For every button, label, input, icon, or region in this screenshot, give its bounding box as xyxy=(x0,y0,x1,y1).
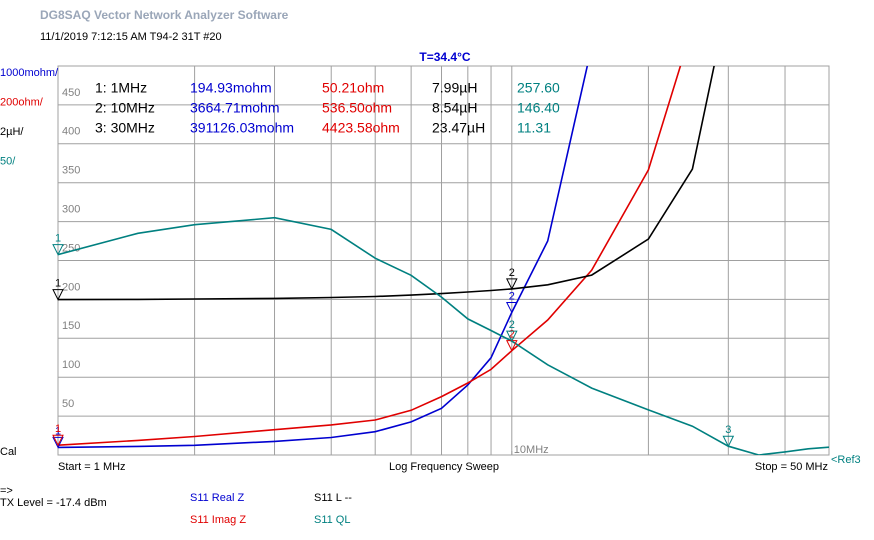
start-label: Start = 1 MHz xyxy=(58,461,126,473)
marker-triangle xyxy=(505,278,518,291)
y-tick-label: 400 xyxy=(62,126,80,138)
readout-cell: 7.99µH xyxy=(432,80,477,96)
scale-label: 50/ xyxy=(0,155,16,167)
scale-label: 1000mohm/ xyxy=(0,67,59,79)
legend-entry: S11 Imag Z xyxy=(190,514,246,526)
temperature: T=34.4°C xyxy=(419,50,470,64)
y-tick-label: 250 xyxy=(62,242,80,254)
legend-entry: S11 L -- xyxy=(314,492,352,504)
y-tick-label: 350 xyxy=(62,165,80,177)
readout-cell: 3664.71mohm xyxy=(190,100,280,116)
readout-cell: 23.47µH xyxy=(432,120,485,136)
session-info: 11/1/2019 7:12:15 AM T94-2 31T #20 xyxy=(40,31,222,43)
readout-cell: 4423.58ohm xyxy=(322,120,400,136)
marker-label: 3 xyxy=(725,424,731,436)
y-tick-label: 450 xyxy=(62,87,80,99)
marker-label: 1 xyxy=(55,232,61,244)
marker-triangle xyxy=(52,289,64,301)
readout-cell: 391126.03mohm xyxy=(190,120,294,136)
marker-label: 1 xyxy=(55,425,61,437)
readout-cell: 50.21ohm xyxy=(322,80,384,96)
cal-label: Cal xyxy=(0,446,17,458)
y-tick-label: 50 xyxy=(62,398,74,410)
marker-triangle xyxy=(505,301,518,314)
marker-label: 2 xyxy=(509,329,515,341)
readout-cell: 257.60 xyxy=(517,80,560,96)
scale-label: 2µH/ xyxy=(0,126,24,138)
plot-lines xyxy=(58,66,829,455)
scale-label: 200ohm/ xyxy=(0,96,44,108)
marker-label: 2 xyxy=(509,267,515,279)
x-tick-label: 10MHz xyxy=(514,444,549,456)
series-line xyxy=(58,66,589,449)
series-line xyxy=(58,66,682,446)
readout-cell: 536.50ohm xyxy=(322,100,392,116)
sweep-label: Log Frequency Sweep xyxy=(389,461,499,473)
legend-entry: S11 Real Z xyxy=(190,492,244,504)
readout-cell: 2: 10MHz xyxy=(95,100,155,116)
readout-cell: 1: 1MHz xyxy=(95,80,147,96)
series-line xyxy=(58,216,829,455)
readout-cell: 11.31 xyxy=(517,120,551,136)
marker-label: 1 xyxy=(55,278,61,290)
y-tick-label: 300 xyxy=(62,204,80,216)
readout-cell: 194.93mohm xyxy=(190,80,272,96)
ref-label: <Ref3 xyxy=(831,454,861,466)
legend-entry: S11 QL xyxy=(314,514,351,526)
readout-cell: 3: 30MHz xyxy=(95,120,155,136)
marker-triangle xyxy=(52,434,64,447)
marker-label: 2 xyxy=(509,290,515,302)
y-tick-label: 150 xyxy=(62,320,80,332)
marker-triangle xyxy=(52,436,64,449)
app-title: DG8SAQ Vector Network Analyzer Software xyxy=(40,8,289,22)
marker-triangle xyxy=(722,435,735,448)
stop-label: Stop = 50 MHz xyxy=(755,461,828,473)
readout-cell: 146.40 xyxy=(517,100,560,116)
arrow: => xyxy=(0,485,13,497)
y-tick-label: 100 xyxy=(62,359,80,371)
series-line xyxy=(58,66,715,301)
marker-triangle xyxy=(52,244,64,256)
tx-level: TX Level = -17.4 dBm xyxy=(0,497,107,509)
readout-cell: 8.54µH xyxy=(432,100,477,116)
marker-label: 2 xyxy=(509,319,515,331)
marker-triangle xyxy=(505,330,518,343)
y-tick-label: 200 xyxy=(62,281,80,293)
marker-label: 1 xyxy=(55,423,61,435)
